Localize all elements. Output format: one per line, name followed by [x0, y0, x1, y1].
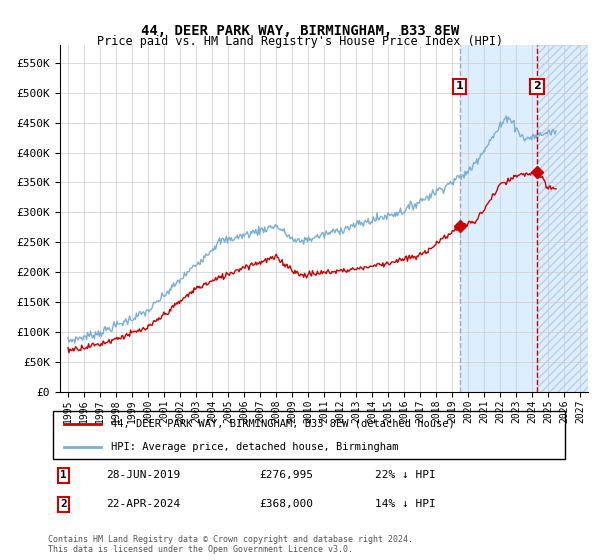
Text: 28-JUN-2019: 28-JUN-2019	[106, 470, 181, 480]
Text: 1: 1	[61, 470, 67, 480]
Text: £368,000: £368,000	[259, 500, 313, 509]
Bar	[537, 45, 588, 392]
Text: 44, DEER PARK WAY, BIRMINGHAM, B33 8EW (detached house): 44, DEER PARK WAY, BIRMINGHAM, B33 8EW (…	[112, 419, 455, 429]
Text: 2: 2	[533, 81, 541, 91]
Text: Contains HM Land Registry data © Crown copyright and database right 2024.
This d: Contains HM Land Registry data © Crown c…	[48, 535, 413, 554]
Text: 22-APR-2024: 22-APR-2024	[106, 500, 181, 509]
Bar	[460, 45, 537, 392]
Text: 14% ↓ HPI: 14% ↓ HPI	[376, 500, 436, 509]
Text: £276,995: £276,995	[259, 470, 313, 480]
Text: Price paid vs. HM Land Registry's House Price Index (HPI): Price paid vs. HM Land Registry's House …	[97, 35, 503, 49]
Text: 1: 1	[456, 81, 464, 91]
Text: 22% ↓ HPI: 22% ↓ HPI	[376, 470, 436, 480]
Text: 2: 2	[61, 500, 67, 509]
Text: 44, DEER PARK WAY, BIRMINGHAM, B33 8EW: 44, DEER PARK WAY, BIRMINGHAM, B33 8EW	[141, 24, 459, 38]
Text: HPI: Average price, detached house, Birmingham: HPI: Average price, detached house, Birm…	[112, 442, 399, 452]
